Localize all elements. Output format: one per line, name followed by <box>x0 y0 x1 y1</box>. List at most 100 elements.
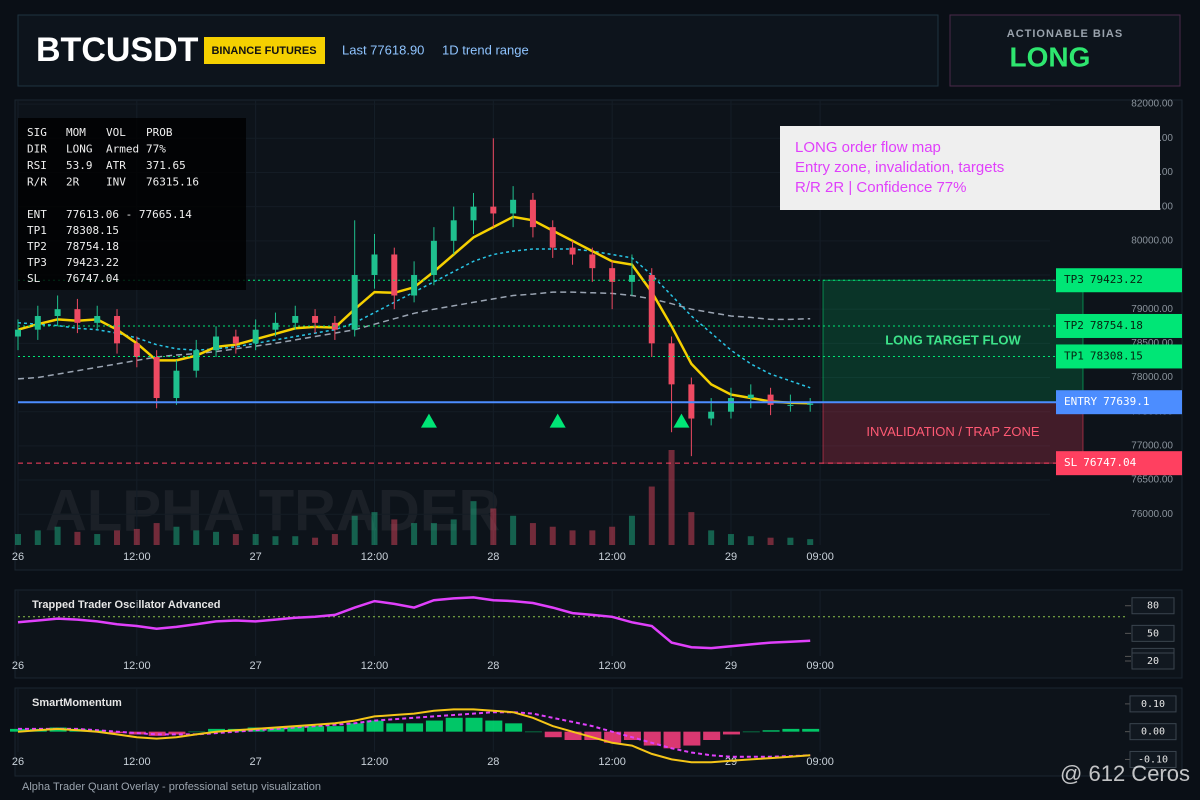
y-tick-box <box>1131 624 1175 642</box>
info-text: TP1 <box>27 224 47 237</box>
candle-body <box>747 394 754 399</box>
range-label: 1D trend range <box>442 42 529 57</box>
candle-body <box>272 322 279 330</box>
momentum-bar <box>663 731 681 749</box>
candle-body <box>94 316 101 323</box>
x-tick-label: 12:00 <box>123 756 151 768</box>
y-tick-label: 77000.00 <box>1131 441 1173 452</box>
momentum-bar <box>366 720 384 732</box>
level-tag <box>1056 390 1182 415</box>
x-tick-label: 12:00 <box>123 660 151 672</box>
y-tick-label: 80 <box>1147 601 1159 612</box>
overlay-line <box>17 291 811 380</box>
annotation-text: R/R 2R | Confidence 77% <box>795 179 966 196</box>
volume-bar <box>312 537 319 545</box>
momentum-bar <box>386 723 404 732</box>
x-tick-label: 27 <box>250 660 262 672</box>
y-tick-box <box>1129 695 1177 713</box>
level-name: SL <box>1064 456 1078 469</box>
info-text: RSI <box>27 159 47 172</box>
candle-body <box>648 274 655 344</box>
symbol: BTCUSDT <box>36 31 199 69</box>
volume-bar <box>688 512 695 545</box>
target-zone <box>822 279 1084 403</box>
zone-label: LONG TARGET FLOW <box>885 333 1021 348</box>
momentum-bar <box>307 726 325 732</box>
info-text: TP2 <box>27 240 47 253</box>
momentum-bar <box>287 726 305 732</box>
exchange-badge <box>204 37 325 64</box>
annotation-text: Entry zone, invalidation, targets <box>795 159 1004 176</box>
y-tick-label: -0.10 <box>1138 754 1168 765</box>
volume-bar <box>807 539 814 545</box>
info-text: LONG <box>66 143 93 156</box>
info-text: 78754.18 <box>66 240 119 253</box>
plot-layer: 26 12:00 27 12:00 28 12:00 29 09:00 76000.00 7650… <box>10 99 1182 768</box>
y-tick-label: 80000.00 <box>1131 235 1173 246</box>
info-text: Armed <box>106 143 139 156</box>
info-text: INV <box>106 176 126 189</box>
level-tag <box>1056 344 1182 369</box>
volume-bar <box>510 515 517 545</box>
x-tick-label: 12:00 <box>598 756 626 768</box>
signal-marker <box>549 413 566 428</box>
x-tick-label: 29 <box>725 660 737 672</box>
x-tick-label: 09:00 <box>806 756 834 768</box>
info-text: VOL <box>106 126 126 139</box>
candle-body <box>54 309 61 317</box>
candle-body <box>549 227 556 248</box>
info-text: DIR <box>27 143 47 156</box>
info-text: 78308.15 <box>66 224 119 237</box>
oscillator-line <box>17 596 811 650</box>
momentum-bar <box>465 717 483 732</box>
y-tick-label: 76500.00 <box>1131 475 1173 486</box>
momentum-bar <box>524 731 542 733</box>
volume-bar <box>351 515 358 545</box>
volume-bar <box>470 501 477 545</box>
momentum-bar <box>623 731 641 740</box>
candle-body <box>411 274 418 296</box>
volume-bar <box>609 526 616 545</box>
momentum-bar <box>425 720 443 732</box>
level-name: TP3 <box>1064 273 1084 286</box>
x-tick-label: 28 <box>487 551 499 563</box>
volume-bar <box>213 531 220 545</box>
momentum-bar <box>742 731 760 733</box>
volume-bar <box>331 534 338 545</box>
momentum-bar <box>762 730 780 732</box>
momentum-bar <box>326 726 344 732</box>
volume-bar <box>153 523 160 545</box>
momentum-bar <box>703 731 721 740</box>
x-tick-label: 26 <box>12 551 24 563</box>
momentum-bar <box>782 728 800 732</box>
volume-bar <box>787 537 794 545</box>
momentum-line <box>17 708 811 764</box>
y-tick-label: 0.10 <box>1141 699 1165 710</box>
level-label: TP2 78754.18 <box>1064 319 1143 332</box>
candle-body <box>292 316 299 323</box>
bias: LONG <box>1010 41 1091 72</box>
momentum-line <box>18 711 811 758</box>
volume-bar <box>292 536 299 545</box>
volume-bar <box>252 534 259 545</box>
candle-body <box>589 254 596 269</box>
x-tick-label: 28 <box>487 660 499 672</box>
volume-bar <box>589 530 596 545</box>
volume-bar <box>371 512 378 545</box>
x-tick-label: 27 <box>250 756 262 768</box>
y-tick-label: 82000.00 <box>1131 99 1173 110</box>
pane-title: SmartMomentum <box>32 697 122 709</box>
bias-panel <box>949 14 1181 87</box>
volume-bar <box>549 526 556 545</box>
info-text: 76747.04 <box>66 272 119 285</box>
info-text: ENT <box>27 208 47 221</box>
info-text: 76315.16 <box>146 176 199 189</box>
momentum-bar <box>346 723 364 732</box>
candle-body <box>787 404 794 406</box>
momentum-bar <box>10 728 27 732</box>
volume-bar <box>430 523 437 545</box>
momentum-bar <box>485 720 503 732</box>
level-value: 77639.1 <box>1103 395 1149 408</box>
momentum-bar <box>564 731 582 740</box>
